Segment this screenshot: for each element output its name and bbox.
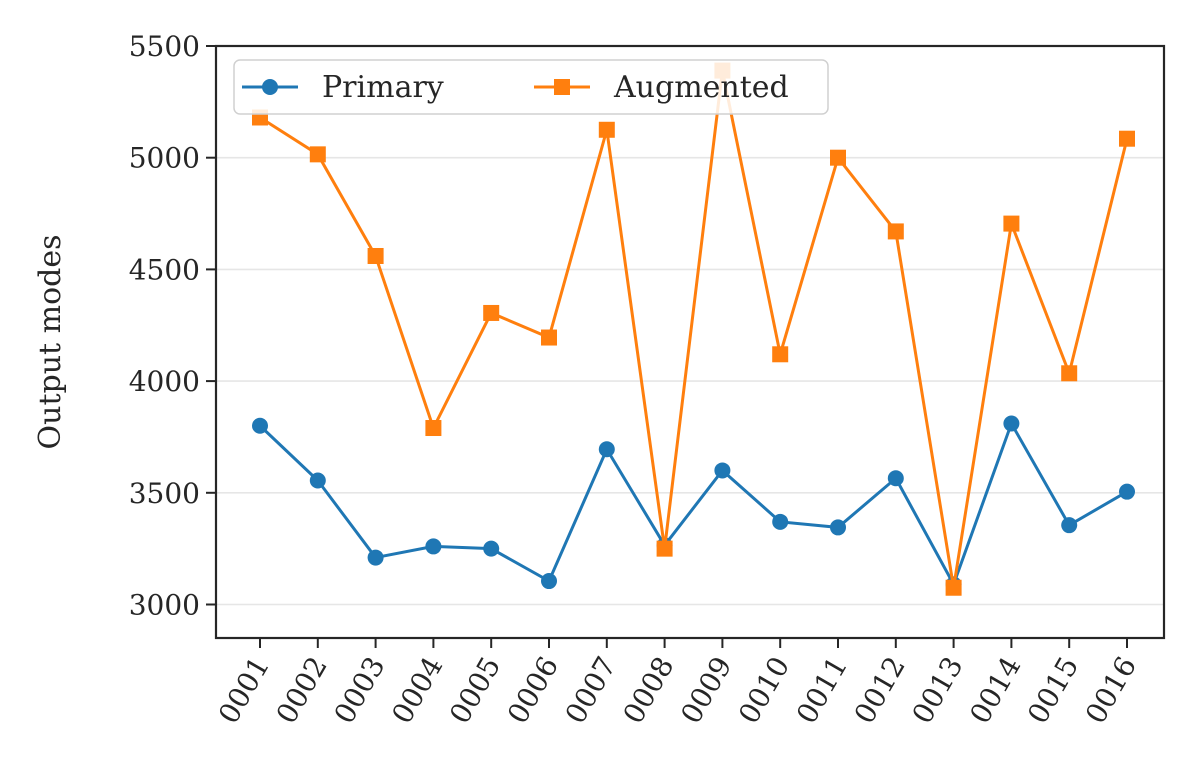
data-point-primary [367, 549, 384, 566]
data-point-augmented [887, 223, 904, 240]
legend-label-primary: Primary [322, 70, 444, 105]
y-axis: 3000 3500 4000 4500 5000 5500 [129, 30, 216, 621]
data-point-primary [1003, 415, 1020, 432]
series-line-primary [258, 419, 1128, 589]
plot-frame [214, 44, 1166, 640]
data-point-augmented [830, 149, 846, 166]
data-point-augmented [367, 247, 384, 264]
legend: Primary Augmented [233, 59, 829, 115]
data-point-primary [772, 513, 789, 530]
data-point-primary [425, 538, 442, 555]
data-point-augmented [309, 146, 326, 163]
data-point-primary [714, 462, 731, 479]
data-point-primary [1119, 483, 1135, 500]
legend-box [233, 59, 829, 115]
y-tick-label: 5000 [129, 142, 200, 175]
data-point-primary [541, 573, 557, 590]
series-line-augmented [259, 70, 1129, 588]
data-point-augmented [425, 420, 442, 437]
data-point-augmented [541, 329, 557, 346]
data-point-primary [252, 417, 268, 434]
data-point-primary [483, 540, 500, 557]
plot-series [252, 62, 1135, 596]
data-point-primary [887, 470, 904, 487]
data-point-augmented [772, 346, 789, 363]
data-point-augmented [483, 304, 500, 321]
data-point-primary [830, 519, 846, 536]
data-point-augmented [1003, 215, 1020, 232]
y-tick-label: 4500 [129, 253, 200, 286]
y-tick-label: 3500 [129, 477, 200, 510]
data-point-augmented [945, 579, 962, 596]
data-point-augmented [1061, 365, 1078, 382]
y-axis-label: Output modes [33, 235, 68, 450]
y-tick-label: 4000 [129, 365, 200, 398]
legend-label-augmented: Augmented [613, 70, 789, 105]
data-point-primary [598, 441, 615, 458]
data-point-augmented [656, 540, 673, 557]
data-point-primary [1061, 517, 1078, 534]
legend-marker-primary [262, 79, 278, 95]
data-point-augmented [1119, 130, 1135, 147]
legend-marker-augmented [554, 79, 570, 95]
data-point-augmented [598, 121, 615, 138]
y-tick-label: 5500 [129, 30, 200, 63]
y-tick-label: 3000 [129, 588, 200, 621]
data-point-primary [309, 472, 326, 489]
